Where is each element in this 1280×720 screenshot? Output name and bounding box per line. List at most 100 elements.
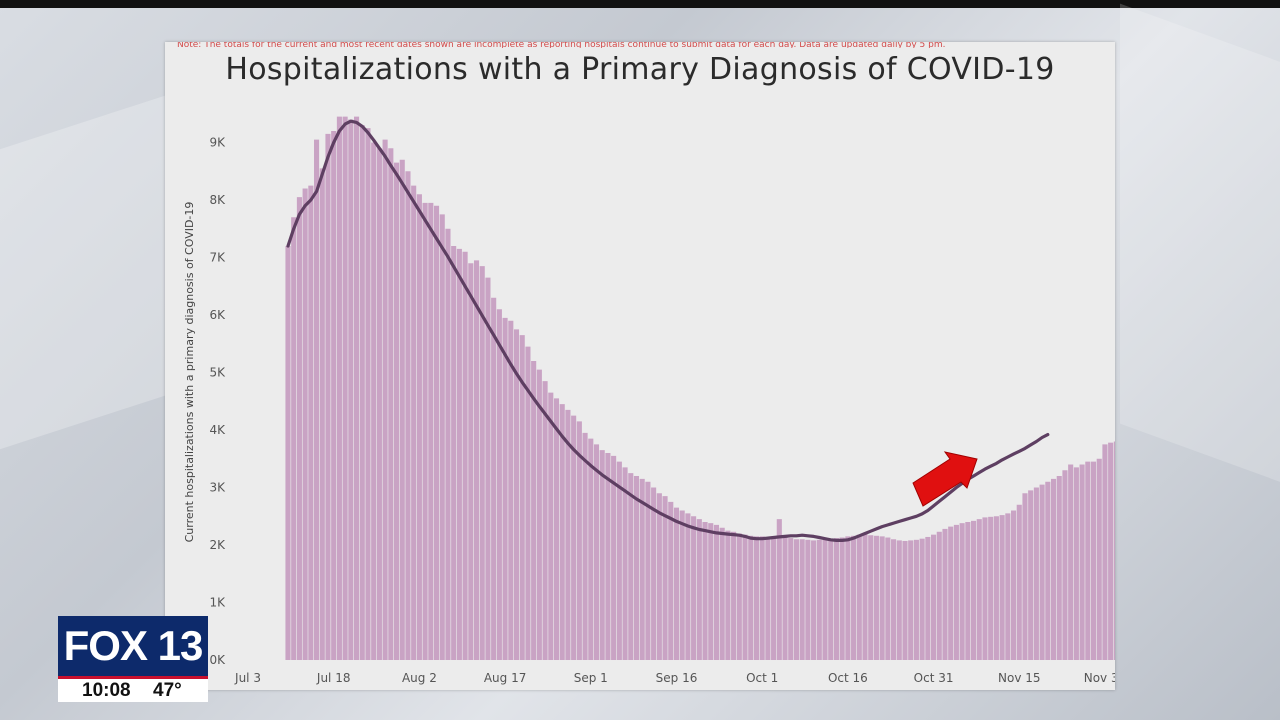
- chart-bar: [742, 534, 748, 660]
- chart-bar: [679, 510, 685, 660]
- chart-bar: [531, 361, 537, 660]
- chart-bar: [799, 539, 805, 660]
- chart-bar: [993, 516, 999, 660]
- chart-bar: [485, 277, 491, 661]
- chart-bar: [822, 539, 828, 660]
- temperature-readout: 47°: [153, 680, 182, 701]
- chart-bar: [1079, 464, 1085, 660]
- chart-bar: [439, 214, 445, 661]
- x-tick-label: Nov 30: [1084, 671, 1115, 685]
- chart-bar: [582, 432, 588, 661]
- chart-bar: [662, 496, 668, 661]
- chart-bar: [856, 534, 862, 660]
- chart-bar: [308, 185, 314, 661]
- chart-bar: [525, 346, 531, 661]
- y-tick-label: 0K: [209, 653, 226, 667]
- chart-bar: [405, 171, 411, 660]
- chart-bar: [336, 116, 342, 661]
- chart-bar: [536, 369, 542, 661]
- chart-bar: [291, 217, 297, 660]
- chart-bar: [565, 409, 571, 661]
- chart-bar: [302, 188, 308, 660]
- chart-bar: [902, 540, 908, 660]
- chart-bar: [513, 329, 520, 661]
- chart-bar: [925, 536, 931, 660]
- y-tick-label: 6K: [209, 308, 226, 322]
- chart-bar: [365, 128, 371, 661]
- chart-bar: [816, 539, 822, 660]
- chart-bar: [1005, 513, 1011, 661]
- chart-bar: [811, 540, 817, 660]
- chart-bar: [496, 309, 502, 660]
- chart-bar: [342, 116, 348, 661]
- chart-header-note: Note: The totals for the current and mos…: [177, 42, 946, 48]
- y-tick-label: 4K: [209, 423, 226, 437]
- chart-bar: [605, 453, 611, 660]
- chart-bar: [708, 523, 714, 660]
- chart-bar: [919, 538, 925, 660]
- chart-bar: [314, 139, 320, 661]
- chart-bar: [896, 540, 902, 660]
- chart-bar: [1045, 481, 1051, 660]
- chart-bar: [931, 534, 937, 660]
- chart-bar: [765, 536, 771, 660]
- chart-card: Note: The totals for the current and mos…: [165, 42, 1115, 690]
- y-tick-label: 5K: [209, 366, 226, 380]
- chart-bar: [1113, 441, 1115, 660]
- chart-bar: [639, 478, 645, 661]
- x-tick-label: Sep 1: [574, 671, 608, 685]
- chart-bar: [948, 526, 954, 660]
- chart-bar: [542, 381, 548, 661]
- chart-bar: [1056, 476, 1062, 660]
- chart-bar: [771, 536, 777, 661]
- chart-bar: [1073, 467, 1079, 661]
- chart-bar: [1016, 504, 1022, 660]
- background-shape: [1120, 3, 1280, 497]
- chart-bar: [571, 415, 577, 661]
- chart-title: Hospitalizations with a Primary Diagnosi…: [225, 52, 1055, 87]
- chart-bar: [736, 533, 742, 660]
- chart-bar: [393, 162, 400, 661]
- chart-bar: [953, 524, 959, 661]
- chart-bar: [376, 148, 382, 660]
- chart-svg: 0K 1K 2K 3K 4K 5K 6K 7K 8K 9K Current hospitalizat…: [183, 116, 1115, 685]
- y-tick-label: 2K: [209, 538, 226, 552]
- x-tick-label: Aug 17: [484, 671, 527, 685]
- chart-bar: [1033, 487, 1039, 660]
- chart-bar: [331, 131, 337, 660]
- chart-bar: [839, 537, 845, 660]
- chart-bar: [885, 537, 891, 660]
- chart-bar: [942, 528, 948, 660]
- chart-bar: [559, 404, 565, 661]
- chart-bar: [645, 481, 651, 660]
- chart-bar: [285, 246, 291, 660]
- station-logo: FOX 13: [58, 616, 208, 676]
- chart-bar: [633, 476, 640, 660]
- chart-bar: [622, 467, 628, 661]
- station-badge: FOX 13 10:08 47°: [58, 616, 208, 702]
- x-tick-label: Oct 31: [914, 671, 954, 685]
- chart-bar: [702, 522, 708, 660]
- chart-bar: [508, 320, 514, 660]
- x-tick-label: Jul 18: [316, 671, 351, 685]
- chart-bar: [548, 392, 554, 661]
- chart-bar: [673, 507, 680, 661]
- chart-bar: [982, 517, 988, 660]
- chart-bar: [445, 228, 451, 660]
- y-tick-label: 7K: [209, 251, 226, 265]
- chart-bar: [1108, 442, 1114, 660]
- chart-bar: [999, 515, 1005, 660]
- chart-bar: [776, 519, 782, 661]
- chart-bar: [388, 148, 394, 660]
- chart-bar: [371, 142, 377, 660]
- time-readout: 10:08: [82, 680, 131, 701]
- chart-bar: [782, 536, 788, 661]
- chart-bar: [753, 536, 760, 661]
- chart-bar: [1102, 444, 1108, 661]
- chart-bar: [1039, 484, 1045, 661]
- chart-bar: [588, 438, 594, 661]
- chart-bar: [913, 539, 919, 660]
- chart-bar: [879, 536, 885, 661]
- chart-bar: [576, 421, 582, 661]
- chart-bar: [725, 530, 731, 661]
